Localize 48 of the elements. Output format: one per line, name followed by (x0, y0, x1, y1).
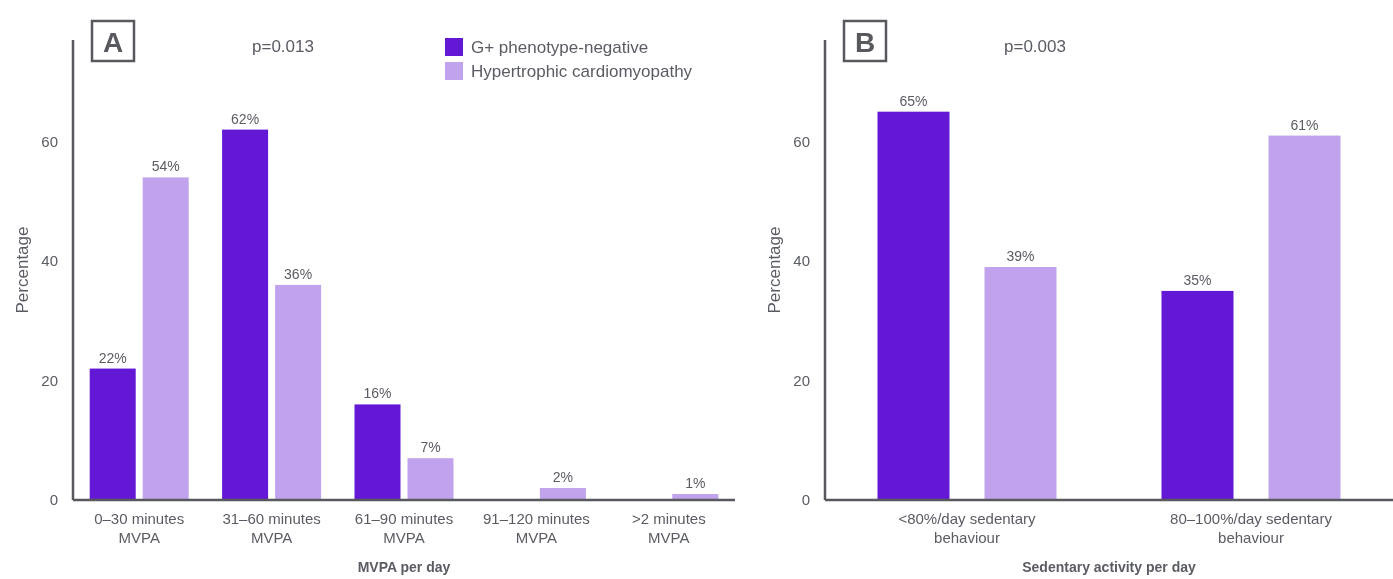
y-tick-label: 0 (801, 491, 810, 509)
y-tick-label: 20 (793, 371, 810, 389)
annotation: A (102, 27, 124, 58)
data-label: 62% (231, 110, 260, 127)
bar (877, 111, 950, 500)
data-label: 54% (151, 158, 180, 175)
y-tick-label: 0 (49, 491, 58, 509)
bar (275, 284, 322, 500)
data-label: 61% (1290, 116, 1319, 133)
bar (407, 458, 454, 500)
bar (142, 177, 189, 500)
y-tick-label: 20 (41, 371, 58, 389)
data-label: 2% (552, 469, 574, 486)
y-tick-label: 60 (793, 132, 810, 150)
bar (354, 404, 401, 500)
legend-label: Hypertrophic cardiomyopathy (471, 61, 693, 81)
bar (1268, 135, 1341, 500)
bar (222, 129, 269, 500)
data-label: 35% (1183, 271, 1212, 288)
data-label: 36% (284, 265, 313, 282)
x-tick-label: <80%/day sedentary behaviour (898, 510, 1037, 546)
legend-label: G+ phenotype-negative (471, 37, 649, 57)
data-label: 22% (98, 349, 127, 366)
bar (539, 488, 586, 500)
x-tick-label: 31–60 minutes MVPA (222, 510, 321, 546)
bar (1161, 290, 1234, 500)
y-tick-label: 60 (41, 132, 58, 150)
chart-title: p=0.003 (1004, 37, 1066, 56)
data-label: 1% (685, 475, 706, 492)
x-tick-label: 91–120 minutes MVPA (483, 510, 590, 546)
x-tick-label: 80–100%/day sedentary behaviour (1170, 510, 1333, 546)
x-tick-label: 0–30 minutes MVPA (94, 510, 185, 546)
x-tick-label: >2 minutes MVPA (631, 510, 706, 546)
y-axis-title: Percentage (765, 226, 784, 314)
data-label: 16% (363, 385, 392, 402)
data-label: 65% (899, 92, 928, 109)
y-axis-title: Percentage (13, 226, 32, 314)
x-axis-title: MVPA per day (357, 559, 451, 575)
x-tick-label: 61–90 minutes MVPA (354, 510, 454, 546)
bar (89, 368, 136, 500)
y-tick-label: 40 (793, 252, 810, 270)
data-label: 7% (420, 439, 441, 456)
y-tick-label: 40 (41, 252, 58, 270)
chart-title: p=0.013 (252, 37, 314, 56)
x-axis-title: Sedentary activity per day (1022, 559, 1196, 575)
annotation: B (854, 27, 876, 58)
data-label: 39% (1006, 248, 1035, 265)
bar (984, 267, 1057, 500)
